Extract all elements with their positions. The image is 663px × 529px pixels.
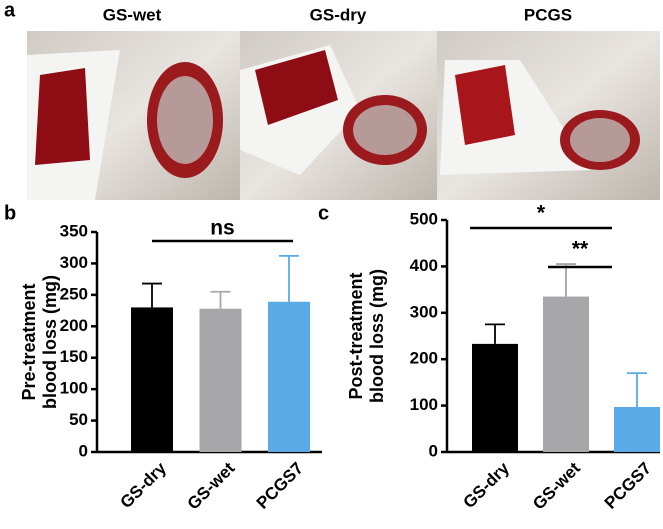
- y-axis-label: blood loss (mg): [40, 275, 60, 409]
- y-tick-label: 400: [410, 256, 438, 275]
- photo: [27, 31, 240, 200]
- photo: [437, 31, 660, 200]
- bar: [472, 343, 518, 452]
- photo-label: GS-dry: [310, 5, 367, 24]
- y-axis-label: Post-treatment: [346, 272, 366, 399]
- x-tick-label: GS-wet: [529, 458, 584, 513]
- y-tick-label: 350: [60, 221, 88, 240]
- y-tick-label: 50: [69, 410, 88, 429]
- y-tick-label: 100: [60, 379, 88, 398]
- bar: [543, 296, 589, 452]
- panel-label: a: [4, 0, 16, 21]
- significance-label: **: [572, 238, 589, 261]
- y-tick-label: 150: [60, 347, 88, 366]
- x-tick-label: PCGS7: [253, 459, 307, 513]
- y-axis-label: Pre-treatment: [19, 283, 39, 400]
- x-tick-label: PCGS7: [601, 459, 655, 513]
- y-tick-label: 250: [60, 284, 88, 303]
- y-tick-label: 300: [410, 302, 438, 321]
- y-tick-label: 300: [60, 253, 88, 272]
- panel-label: b: [4, 202, 16, 224]
- y-tick-label: 200: [60, 316, 88, 335]
- y-tick-label: 500: [410, 209, 438, 228]
- photo-label: PCGS: [524, 5, 572, 24]
- panel-label: c: [318, 202, 329, 224]
- photo: [240, 31, 437, 200]
- y-tick-label: 100: [410, 395, 438, 414]
- significance-label: *: [537, 202, 546, 225]
- y-tick-label: 0: [79, 441, 88, 460]
- y-tick-label: 200: [410, 349, 438, 368]
- bar: [268, 301, 310, 452]
- bar: [614, 406, 660, 452]
- y-tick-label: 0: [429, 441, 438, 460]
- x-tick-label: GS-dry: [116, 458, 170, 512]
- bar: [131, 307, 173, 452]
- y-axis-label: blood loss (mg): [367, 269, 387, 403]
- photo-label: GS-wet: [103, 5, 162, 24]
- x-tick-label: GS-wet: [184, 458, 239, 513]
- significance-label: ns: [210, 217, 235, 240]
- bar: [199, 308, 242, 452]
- x-tick-label: GS-dry: [459, 458, 513, 512]
